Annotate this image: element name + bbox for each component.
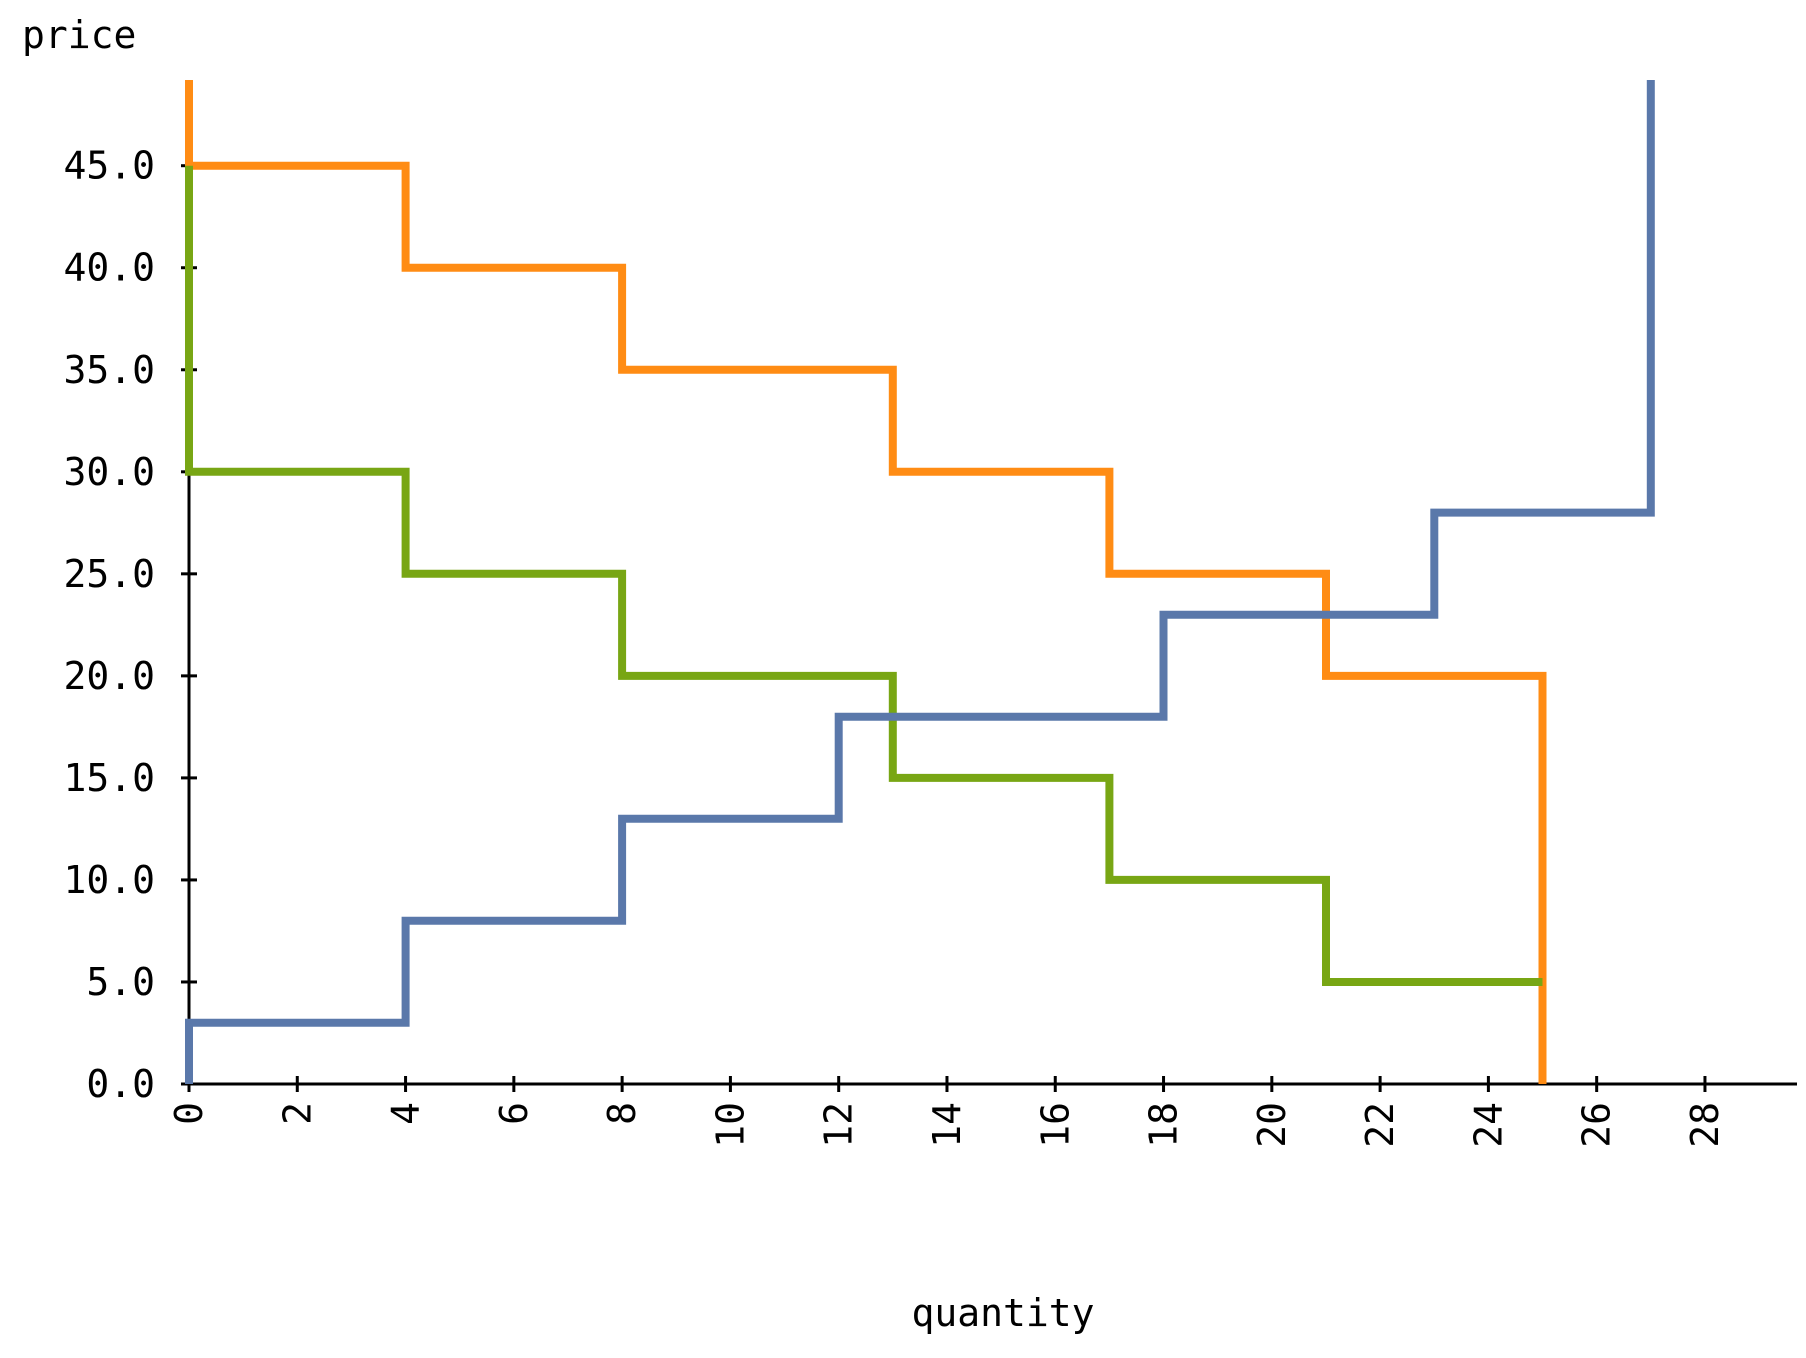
x-tick-label: 12 [817,1102,861,1148]
y-tick-label: 35.0 [63,348,155,392]
x-tick-label: 18 [1142,1102,1186,1148]
y-tick-label: 10.0 [63,858,155,902]
y-tick-label: 30.0 [63,450,155,494]
x-tick-label: 14 [925,1102,969,1148]
x-tick-label: 16 [1033,1102,1077,1148]
x-tick-label: 24 [1466,1102,1510,1148]
axes: 0.0 5.0 10.0 15.0 20.0 25.0 30.0 35.0 40.0 45.0 0 2… [63,80,1797,1148]
x-tick-label: 22 [1358,1102,1402,1148]
y-tick-label: 5.0 [86,960,155,1004]
x-tick-label: 8 [600,1102,644,1125]
x-tick-label: 6 [492,1102,536,1125]
series-line-2 [185,165,1543,986]
x-tick-label: 2 [275,1102,319,1125]
series-line-1 [185,80,1547,1084]
x-tick-label: 4 [384,1102,428,1125]
x-tick-label: 26 [1575,1102,1619,1148]
x-tick-label: 28 [1683,1102,1727,1148]
y-axis-title: price [22,13,136,57]
y-tick-label: 25.0 [63,552,155,596]
y-tick-label: 0.0 [86,1062,155,1106]
x-tick-label: 10 [708,1102,752,1148]
y-tick-label: 40.0 [63,246,155,290]
y-tick-label: 45.0 [63,144,155,188]
y-tick-label: 15.0 [63,756,155,800]
x-tick-label: 0 [167,1102,211,1125]
series-group [185,80,1655,1084]
series-line-3 [185,80,1655,1084]
y-tick-label: 20.0 [63,654,155,698]
x-axis-title: quantity [911,1291,1094,1335]
x-tick-label: 20 [1250,1102,1294,1148]
